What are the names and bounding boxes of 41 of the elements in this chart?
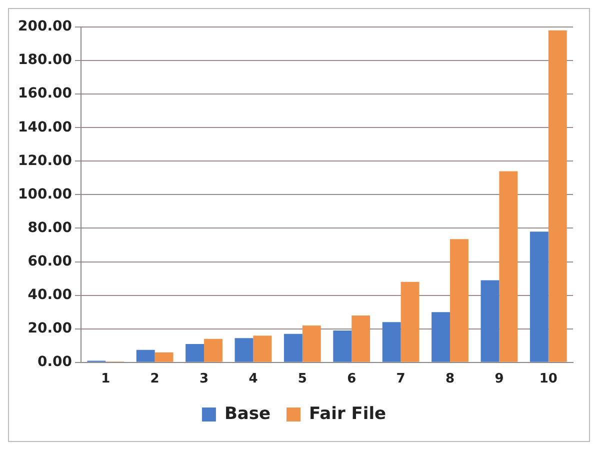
x-tick-label: 1 (101, 372, 110, 387)
bar (432, 312, 450, 362)
bar (450, 239, 468, 362)
bar (333, 330, 352, 362)
bar (400, 282, 420, 362)
x-tick-label: 10 (539, 372, 558, 387)
bar (352, 315, 370, 362)
bar (204, 338, 222, 362)
bar (234, 338, 254, 362)
x-tick-label: 4 (248, 372, 258, 387)
y-tick-label: 180.00 (18, 52, 72, 68)
x-tick-label: 3 (199, 372, 209, 387)
bar (499, 171, 518, 362)
bar (253, 336, 272, 362)
y-tick-label: 200.00 (18, 18, 72, 35)
y-tick-label: 0.00 (37, 354, 72, 370)
y-tick-label: 60.00 (28, 253, 72, 270)
bar (548, 30, 567, 362)
x-tick-label: 8 (445, 372, 455, 387)
bar (186, 344, 204, 362)
bar (480, 280, 500, 362)
x-tick-label: 2 (150, 372, 160, 387)
y-tick-label: 20.00 (28, 320, 72, 336)
y-tick-label: 160.00 (18, 86, 72, 102)
x-tick-label: 6 (347, 372, 356, 387)
y-tick-label: 80.00 (28, 220, 72, 236)
bar (302, 326, 321, 362)
bar (382, 322, 401, 362)
legend-label: Base (224, 404, 271, 424)
bar (530, 232, 548, 362)
y-tick-label: 140.00 (18, 119, 72, 136)
x-tick-label: 7 (396, 372, 406, 387)
bar (136, 350, 155, 362)
bar (154, 352, 174, 362)
bar (284, 334, 302, 362)
x-tick-label: 5 (298, 372, 307, 387)
x-tick-label: 9 (494, 372, 504, 387)
legend-label: Fair File (309, 404, 386, 424)
y-tick-label: 40.00 (28, 286, 72, 303)
y-tick-label: 100.00 (18, 186, 72, 202)
y-tick-label: 120.00 (18, 152, 72, 169)
